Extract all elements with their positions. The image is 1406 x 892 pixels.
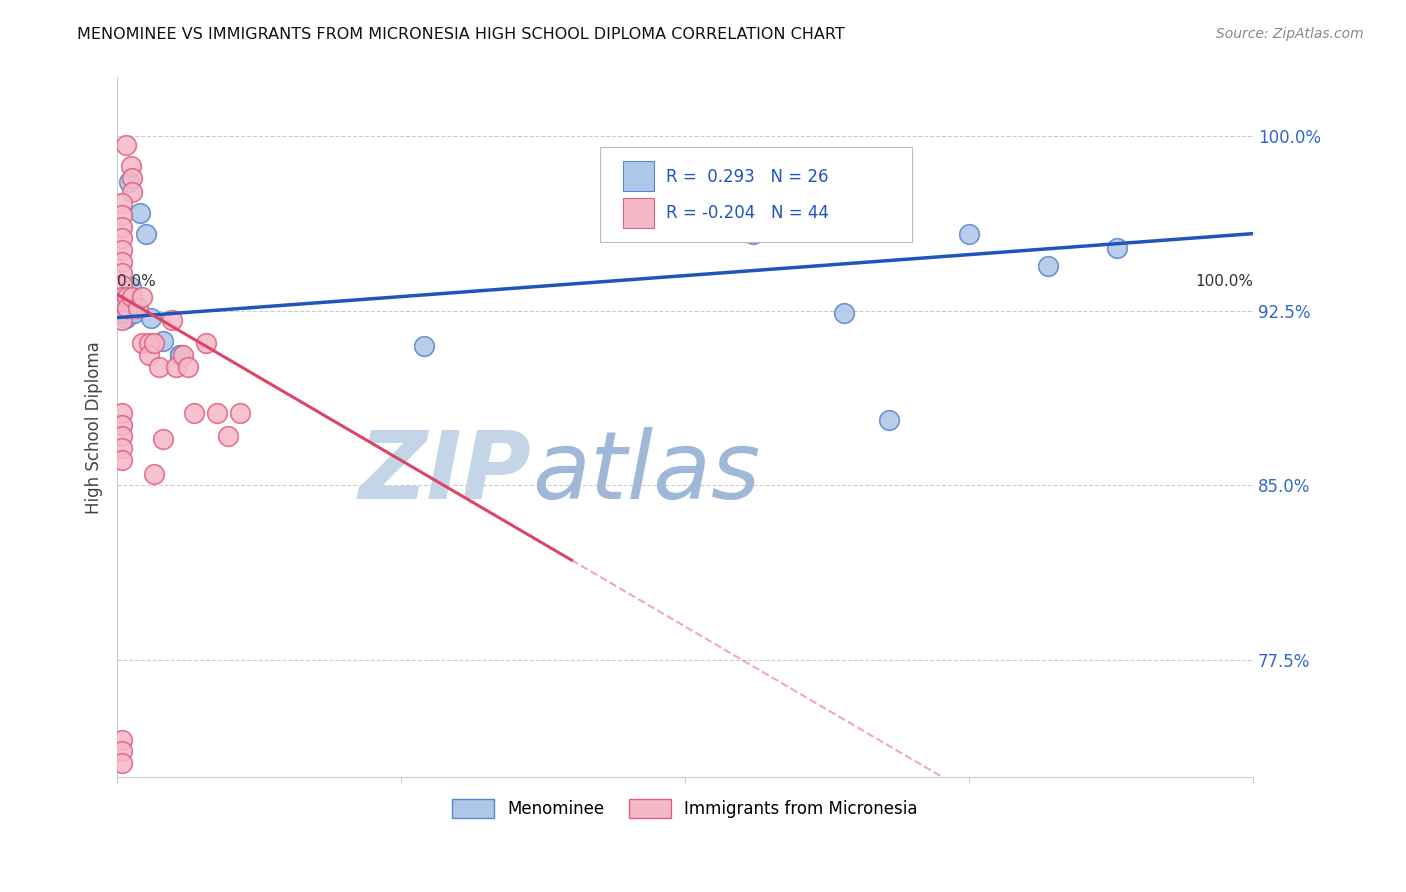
Point [131,336,153,351]
Point [111,732,134,747]
Point [111,306,134,320]
Point [111,306,134,320]
Point [152,432,174,446]
Point [194,336,217,351]
Point [120,159,142,173]
Point [1038,260,1060,274]
Point [742,227,765,241]
Point [115,310,138,325]
Point [138,348,160,362]
Point [111,266,134,280]
FancyBboxPatch shape [623,161,654,192]
FancyBboxPatch shape [623,198,654,228]
Point [138,336,160,351]
Point [117,175,139,189]
Point [111,290,134,304]
Point [172,348,194,362]
Point [111,417,134,432]
Point [121,290,143,304]
Point [165,359,187,374]
Point [183,406,205,420]
Point [142,336,165,351]
Point [117,290,139,304]
Point [142,467,165,481]
Point [148,359,170,374]
Text: atlas: atlas [531,427,761,518]
Point [111,231,134,245]
Point [135,227,157,241]
Text: MENOMINEE VS IMMIGRANTS FROM MICRONESIA HIGH SCHOOL DIPLOMA CORRELATION CHART: MENOMINEE VS IMMIGRANTS FROM MICRONESIA … [77,27,845,42]
Point [122,306,145,320]
Point [111,756,134,770]
Point [111,254,134,268]
Point [412,338,434,352]
Point [115,299,138,313]
Point [120,280,142,294]
Point [115,138,138,153]
Point [879,413,901,427]
Point [111,219,134,234]
Point [111,429,134,443]
Point [111,196,134,211]
Point [111,452,134,467]
Point [121,170,143,185]
Point [160,313,183,327]
Point [121,185,143,199]
Point [131,290,153,304]
Point [169,348,191,362]
Point [832,306,855,320]
Text: 100.0%: 100.0% [1195,274,1253,289]
Point [115,306,138,320]
Y-axis label: High School Diploma: High School Diploma [86,341,103,514]
Point [205,406,228,420]
Point [111,277,134,292]
Point [111,243,134,257]
Point [129,205,152,219]
Point [111,208,134,222]
Point [117,301,139,316]
Point [957,227,980,241]
Point [218,429,240,443]
Text: ZIP: ZIP [359,426,531,518]
Point [111,301,134,316]
Point [152,334,174,348]
Point [169,348,191,362]
Text: R =  0.293   N = 26: R = 0.293 N = 26 [665,168,828,186]
Text: 0.0%: 0.0% [117,274,156,289]
Legend: Menominee, Immigrants from Micronesia: Menominee, Immigrants from Micronesia [446,792,925,824]
Point [229,406,252,420]
Point [111,313,134,327]
Point [111,441,134,455]
Point [127,301,149,316]
Point [141,310,163,325]
Point [111,744,134,758]
FancyBboxPatch shape [600,147,912,242]
Text: R = -0.204   N = 44: R = -0.204 N = 44 [665,204,828,222]
Point [111,406,134,420]
Point [176,359,198,374]
Point [1105,241,1128,255]
Text: Source: ZipAtlas.com: Source: ZipAtlas.com [1216,27,1364,41]
